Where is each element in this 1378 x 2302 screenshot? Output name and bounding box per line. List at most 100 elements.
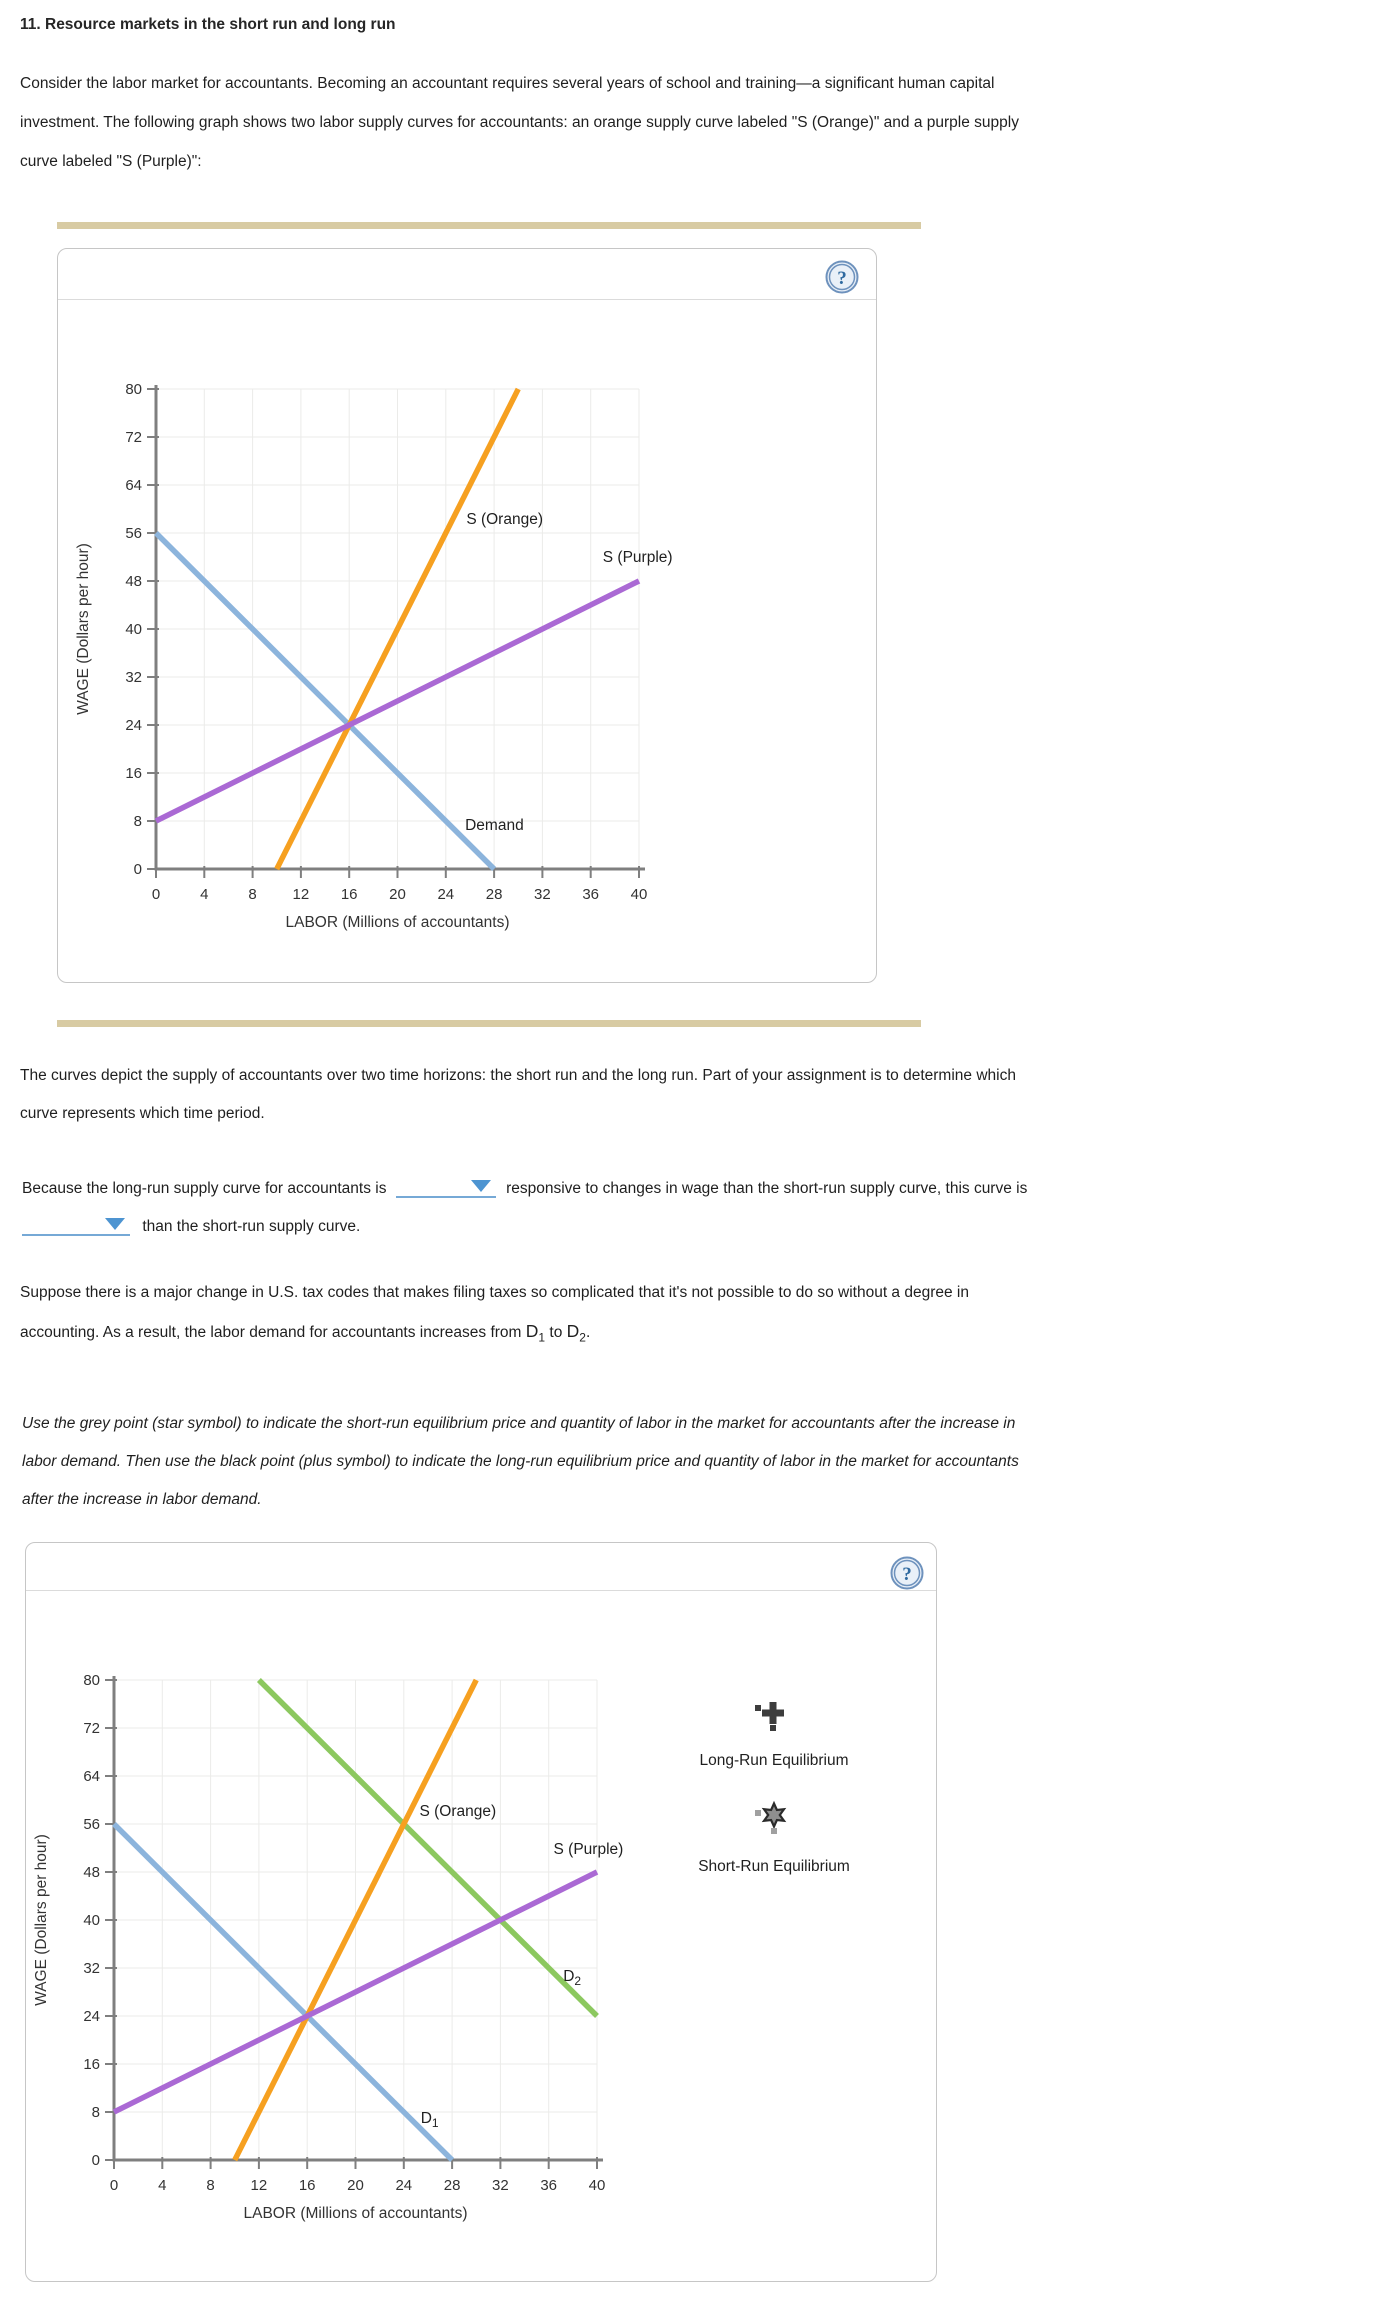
supply-demand-graph-2[interactable]: 0 4 8 12 16 20 24 28 32 36 4008162432404856647280L… <box>26 1543 938 2283</box>
suppose-line-1: Suppose there is a major change in U.S. … <box>20 1284 969 1301</box>
svg-text:8: 8 <box>92 2104 100 2121</box>
d1-term: D1 <box>525 1321 546 1345</box>
svg-text:72: 72 <box>125 429 142 446</box>
svg-text:28: 28 <box>444 2177 461 2194</box>
d2-term: D2 <box>566 1321 586 1345</box>
instruction-line: Use the grey point (star symbol) to indi… <box>22 1415 1016 1432</box>
svg-text:S (Orange): S (Orange) <box>466 511 543 528</box>
suppose-text: . <box>585 1324 591 1341</box>
svg-text:80: 80 <box>125 381 142 398</box>
because-line-1: Because the long-run supply curve for ac… <box>22 1170 1027 1208</box>
svg-text:32: 32 <box>83 1960 100 1977</box>
help-icon-glyph: ? <box>837 268 847 289</box>
svg-text:4: 4 <box>158 2177 166 2194</box>
instruction-paragraph: Use the grey point (star symbol) to indi… <box>22 1405 1019 1519</box>
svg-text:72: 72 <box>83 1720 100 1737</box>
intro-line: Consider the labor market for accountant… <box>20 75 995 92</box>
help-icon-glyph: ? <box>902 1564 912 1585</box>
section-divider-bottom <box>57 1020 921 1027</box>
graph-panel-1-header <box>58 249 876 300</box>
svg-text:24: 24 <box>437 886 454 903</box>
svg-text:0: 0 <box>134 861 142 878</box>
svg-text:32: 32 <box>492 2177 509 2194</box>
svg-text:32: 32 <box>534 886 551 903</box>
svg-text:20: 20 <box>347 2177 364 2194</box>
svg-text:36: 36 <box>540 2177 557 2194</box>
svg-text:32: 32 <box>125 669 142 686</box>
svg-text:Demand: Demand <box>465 817 524 834</box>
svg-text:56: 56 <box>83 1816 100 1833</box>
question-title: 11. Resource markets in the short run an… <box>20 16 396 33</box>
svg-text:S (Orange): S (Orange) <box>419 1803 496 1820</box>
svg-text:40: 40 <box>125 621 142 638</box>
svg-text:24: 24 <box>125 717 142 734</box>
svg-text:0: 0 <box>110 2177 118 2194</box>
svg-text:S (Purple): S (Purple) <box>603 549 673 566</box>
because-text-1: Because the long-run supply curve for ac… <box>22 1180 387 1197</box>
help-icon[interactable]: ? <box>889 1555 925 1591</box>
legend-label-short-run: Short-Run Equilibrium <box>698 1858 850 1875</box>
svg-text:16: 16 <box>341 886 358 903</box>
svg-text:12: 12 <box>251 2177 268 2194</box>
svg-text:12: 12 <box>293 886 310 903</box>
graph-panel-2: ? 0 4 8 12 16 20 24 28 32 36 40 0 8 16 24 32 40 48 56 64 72 8… <box>25 1542 937 2282</box>
curve-type-dropdown[interactable] <box>22 1215 130 1236</box>
svg-text:8: 8 <box>206 2177 214 2194</box>
svg-text:40: 40 <box>589 2177 606 2194</box>
suppose-paragraph: Suppose there is a major change in U.S. … <box>20 1274 969 1357</box>
svg-text:8: 8 <box>134 813 142 830</box>
star-icon[interactable] <box>750 1795 798 1835</box>
svg-text:28: 28 <box>486 886 503 903</box>
svg-text:WAGE (Dollars per hour): WAGE (Dollars per hour) <box>75 543 92 715</box>
svg-text:48: 48 <box>125 573 142 590</box>
svg-text:16: 16 <box>125 765 142 782</box>
svg-text:WAGE (Dollars per hour): WAGE (Dollars per hour) <box>33 1834 50 2006</box>
svg-text:80: 80 <box>83 1672 100 1689</box>
svg-text:D2: D2 <box>563 1968 581 1988</box>
svg-text:S (Purple): S (Purple) <box>554 1841 624 1858</box>
depict-line: curve represents which time period. <box>20 1105 265 1122</box>
section-divider-top <box>57 222 921 229</box>
graph-panel-2-header <box>26 1543 936 1591</box>
svg-text:LABOR (Millions of accountants: LABOR (Millions of accountants) <box>286 914 510 931</box>
depict-line: The curves depict the supply of accounta… <box>20 1067 1016 1084</box>
legend-label-long-run: Long-Run Equilibrium <box>699 1752 849 1769</box>
svg-text:16: 16 <box>83 2056 100 2073</box>
depict-paragraph: The curves depict the supply of accounta… <box>20 1057 1016 1133</box>
instruction-line: labor demand. Then use the black point (… <box>22 1453 1019 1470</box>
svg-text:48: 48 <box>83 1864 100 1881</box>
svg-text:24: 24 <box>83 2008 100 2025</box>
supply-demand-graph-1: 0 4 8 12 16 20 24 28 32 36 4008162432404856647280L… <box>75 381 673 931</box>
because-text-2: responsive to changes in wage than the s… <box>506 1180 1028 1197</box>
because-text-3: than the short-run supply curve. <box>142 1218 361 1235</box>
svg-text:40: 40 <box>83 1912 100 1929</box>
intro-paragraph: Consider the labor market for accountant… <box>20 64 1019 181</box>
svg-text:16: 16 <box>299 2177 316 2194</box>
svg-text:20: 20 <box>389 886 406 903</box>
intro-line: investment. The following graph shows tw… <box>20 114 1019 131</box>
svg-text:4: 4 <box>200 886 208 903</box>
chevron-down-icon <box>470 1180 491 1192</box>
suppose-line-2: accounting. As a result, the labor deman… <box>20 1312 969 1357</box>
plus-icon[interactable] <box>749 1693 797 1733</box>
svg-text:LABOR (Millions of accountants: LABOR (Millions of accountants) <box>244 2205 468 2222</box>
suppose-text: accounting. As a result, the labor deman… <box>20 1324 526 1341</box>
svg-text:D1: D1 <box>421 2110 439 2130</box>
svg-text:64: 64 <box>83 1768 100 1785</box>
svg-text:56: 56 <box>125 525 142 542</box>
graph-panel-1: ? 0 4 8 12 16 20 24 28 32 36 40 0 8 16 24 32 40 48 56 64 72 8… <box>57 248 877 983</box>
svg-text:24: 24 <box>395 2177 412 2194</box>
svg-text:0: 0 <box>152 886 160 903</box>
because-line-2: than the short-run supply curve. <box>22 1208 1027 1246</box>
help-icon[interactable]: ? <box>824 259 860 295</box>
svg-text:8: 8 <box>248 886 256 903</box>
suppose-text: to <box>545 1324 567 1341</box>
because-sentence: Because the long-run supply curve for ac… <box>22 1170 1027 1246</box>
intro-line: curve labeled "S (Purple)": <box>20 153 202 170</box>
svg-text:64: 64 <box>125 477 142 494</box>
svg-text:0: 0 <box>92 2152 100 2169</box>
chevron-down-icon <box>105 1218 125 1230</box>
svg-text:36: 36 <box>582 886 599 903</box>
responsiveness-dropdown[interactable] <box>395 1177 496 1198</box>
